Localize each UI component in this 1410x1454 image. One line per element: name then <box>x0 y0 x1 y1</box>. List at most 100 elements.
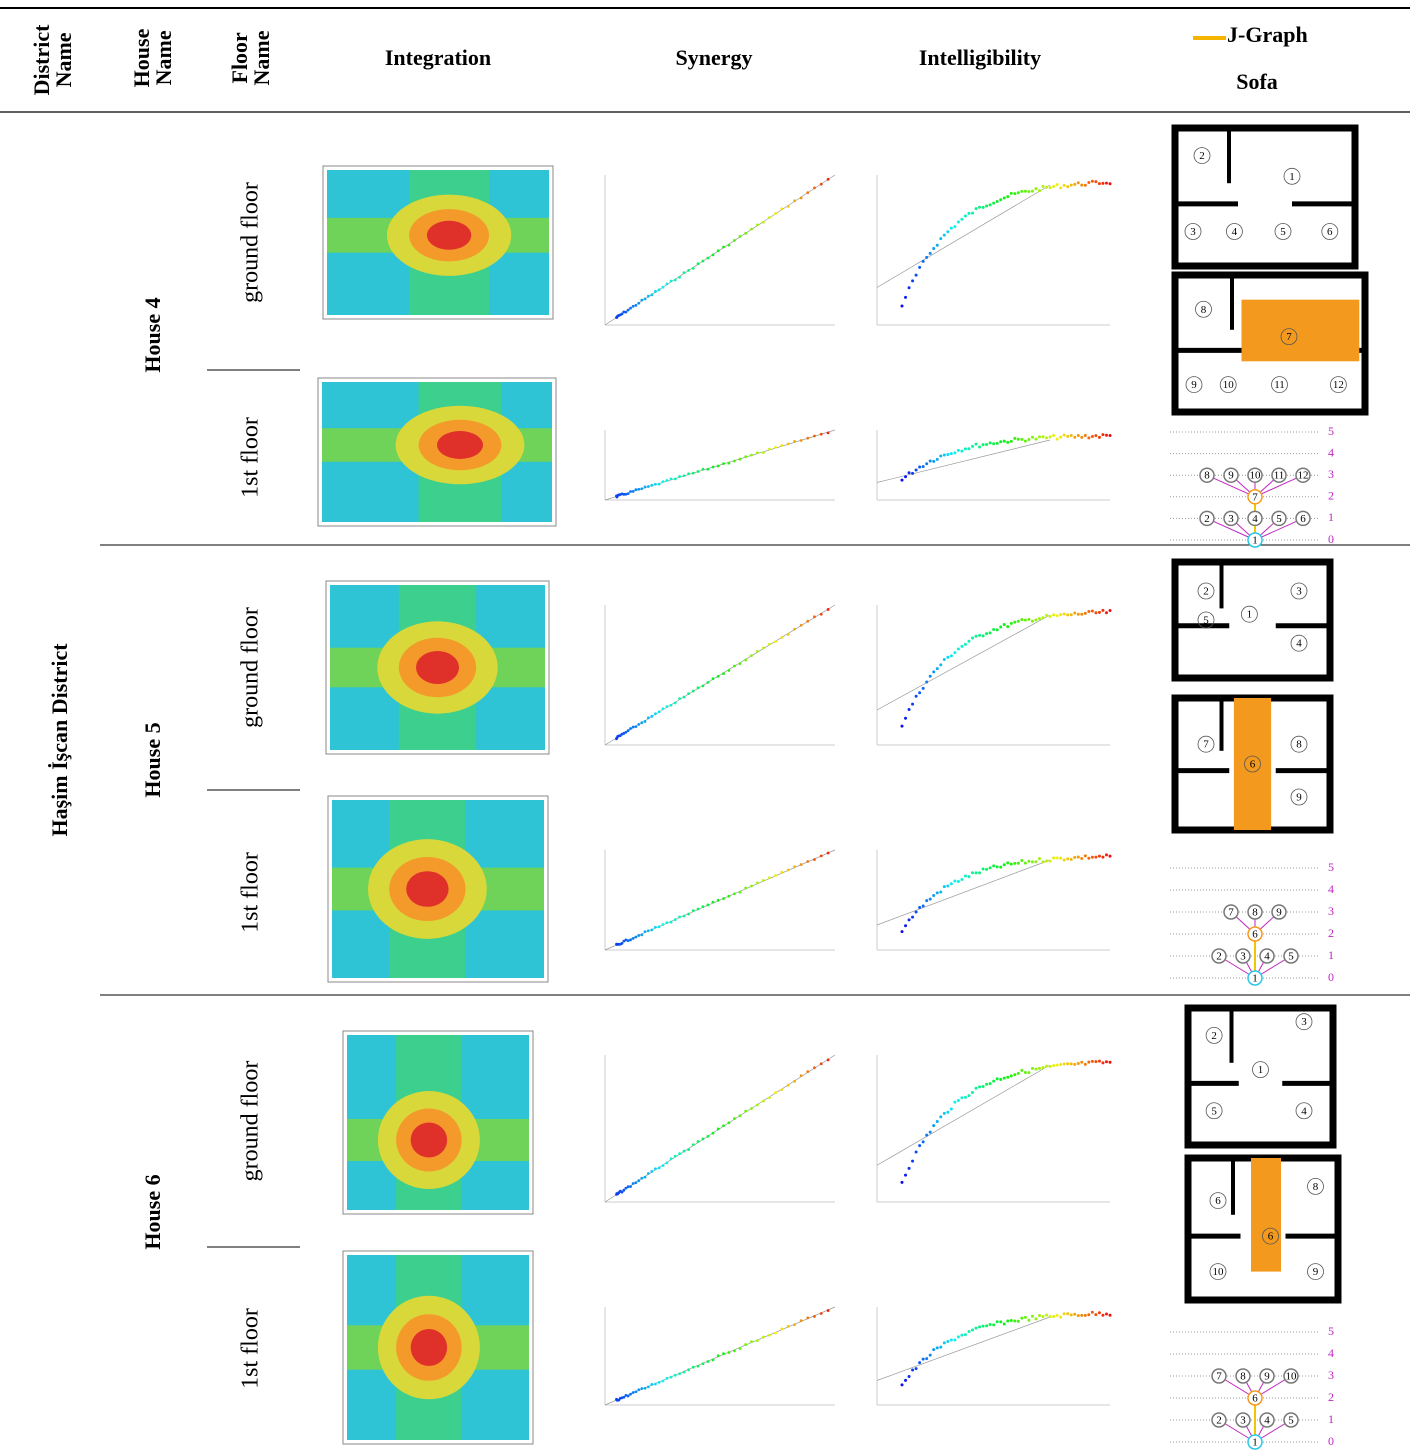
plot-dot <box>989 203 992 206</box>
plot-dot <box>982 1085 985 1088</box>
plot-dot <box>722 246 725 249</box>
plot-dot <box>683 915 686 918</box>
plot-dot <box>1080 1314 1083 1317</box>
legend-jgraph: J-Graph <box>1227 22 1308 47</box>
plot-dot <box>683 271 686 274</box>
plot-dot <box>1109 855 1112 858</box>
plot-dot <box>697 1365 700 1368</box>
plot-dot <box>744 232 747 235</box>
column-header: Integration <box>385 45 491 70</box>
plot-dot <box>728 1351 731 1354</box>
plot-dot <box>629 490 632 493</box>
level-number: 3 <box>1328 904 1334 918</box>
plot-dot <box>687 472 690 475</box>
plot-dot <box>674 1155 677 1158</box>
floor-name: ground floor <box>238 1061 264 1182</box>
plot-dot <box>728 669 731 672</box>
plot-dot <box>936 1120 939 1123</box>
plot-dot <box>647 295 650 298</box>
plot-dot <box>650 293 653 296</box>
plot-dot <box>989 441 992 444</box>
plot-dot <box>1070 613 1073 616</box>
plot-dot <box>950 452 953 455</box>
plot-dot <box>820 433 823 436</box>
plot-dot <box>1098 1060 1101 1063</box>
plot-dot <box>957 221 960 224</box>
plot-dot <box>1013 1319 1016 1322</box>
plot-dot <box>1052 185 1055 188</box>
plot-dot <box>957 880 960 883</box>
house-name: House 5 <box>140 722 165 797</box>
plot-dot <box>640 721 643 724</box>
plot-dot <box>787 869 790 872</box>
plot-dot <box>932 460 935 463</box>
plot-dot <box>1013 1073 1016 1076</box>
plot-dot <box>733 892 736 895</box>
plot-dot <box>957 1099 960 1102</box>
plot-dot <box>1094 180 1097 183</box>
plot-dot <box>1098 182 1101 185</box>
plot-dot <box>640 1387 643 1390</box>
floor-plan: 213456 <box>1175 128 1355 266</box>
plot-dot <box>670 921 673 924</box>
plot-dot <box>1109 182 1112 185</box>
plot-dot <box>640 1177 643 1180</box>
plot-dot <box>1042 1315 1045 1318</box>
plot-dot <box>644 486 647 489</box>
plot-dot <box>629 1185 632 1188</box>
plot-dot <box>702 684 705 687</box>
node-number: 10 <box>1286 1371 1298 1383</box>
plot-dot <box>936 891 939 894</box>
plot-dot <box>1020 859 1023 862</box>
plot-dot <box>1087 181 1090 184</box>
level-number: 1 <box>1328 948 1334 962</box>
plot-dot <box>999 440 1002 443</box>
plot-dot <box>908 471 911 474</box>
integration-map <box>323 166 553 319</box>
plot-dot <box>950 654 953 657</box>
plot-dot <box>1031 1067 1034 1070</box>
plot-dot <box>697 262 700 265</box>
plot-dot <box>1010 192 1013 195</box>
room-number: 7 <box>1286 331 1292 343</box>
node-number: 12 <box>1298 470 1309 482</box>
plot-dot <box>1010 863 1013 866</box>
plot-dot <box>800 439 803 442</box>
plot-dot <box>1049 435 1052 438</box>
plot-dot <box>999 1320 1002 1323</box>
plot-dot <box>650 484 653 487</box>
plot-dot <box>932 670 935 673</box>
plot-dot <box>1063 184 1066 187</box>
plot-dot <box>996 865 999 868</box>
plot-dot <box>733 239 736 242</box>
plot-dot <box>634 725 637 728</box>
plot-dot <box>999 198 1002 201</box>
plot-dot <box>1105 182 1108 185</box>
level-number: 4 <box>1328 882 1334 896</box>
plot-dot <box>1017 862 1020 865</box>
plot-dot <box>1017 1072 1020 1075</box>
room-number: 9 <box>1296 792 1302 804</box>
room-number: 5 <box>1280 226 1286 238</box>
plot-dot <box>1073 436 1076 439</box>
plot-dot <box>978 1085 981 1088</box>
plot-dot <box>768 1096 771 1099</box>
plot-dot <box>996 1320 999 1323</box>
plot-dot <box>978 1325 981 1328</box>
plot-dot <box>950 1338 953 1341</box>
plot-dot <box>806 1316 809 1319</box>
plot-dot <box>774 874 777 877</box>
plot-dot <box>971 1091 974 1094</box>
plot-dot <box>1034 860 1037 863</box>
plot-dot <box>1024 1316 1027 1319</box>
room-number: 3 <box>1190 226 1196 238</box>
plot-dot <box>1070 1062 1073 1065</box>
synergy-plot <box>605 850 835 950</box>
plot-dot <box>678 276 681 279</box>
plot-dot <box>992 202 995 205</box>
plot-dot <box>1084 184 1087 187</box>
plot-dot <box>932 894 935 897</box>
room-number: 3 <box>1296 586 1302 598</box>
plot-dot <box>658 1381 661 1384</box>
plot-dot <box>1109 434 1112 437</box>
